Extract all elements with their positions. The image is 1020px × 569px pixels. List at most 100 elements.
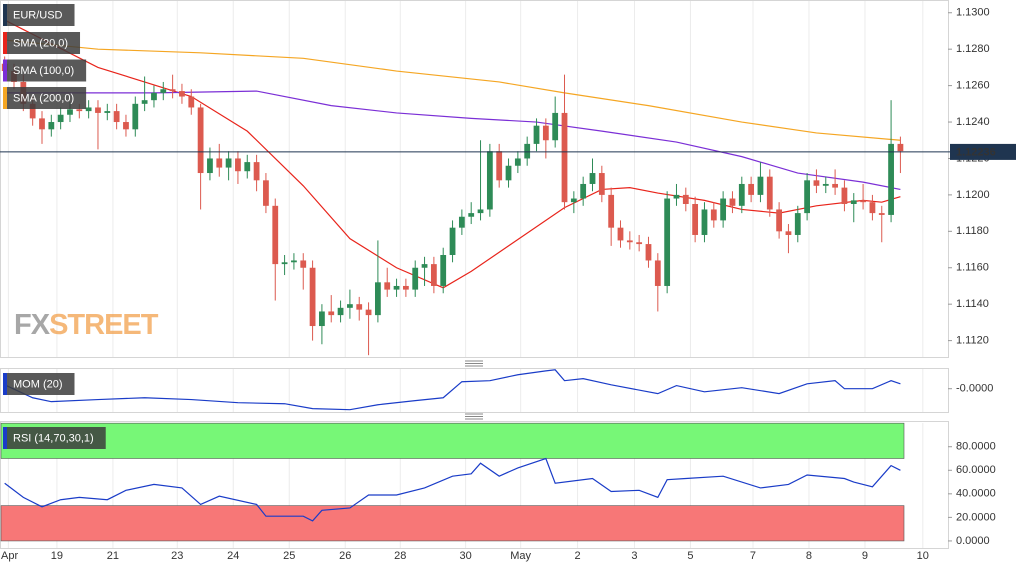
resize-handle[interactable] bbox=[465, 360, 483, 367]
indicator-line bbox=[4, 90, 901, 191]
candle-body bbox=[179, 91, 185, 97]
candle-body bbox=[822, 183, 829, 186]
y-tick-label: 40.0000 bbox=[956, 488, 996, 500]
legend-item: SMA (200,0) bbox=[3, 87, 87, 109]
candle-body bbox=[580, 183, 587, 199]
watermark-part: FX bbox=[14, 309, 51, 341]
candle-body bbox=[682, 194, 689, 204]
candle-body bbox=[76, 109, 83, 112]
resize-handle[interactable] bbox=[465, 413, 483, 420]
candle-body bbox=[95, 107, 101, 113]
candle-body bbox=[673, 194, 680, 199]
x-tick-label: 10 bbox=[917, 550, 929, 562]
candle-body bbox=[188, 96, 195, 108]
candle-body bbox=[132, 103, 139, 130]
y-tick-label: 80.0000 bbox=[956, 441, 996, 453]
candle-body bbox=[561, 112, 568, 203]
candle-body bbox=[720, 198, 727, 221]
legend-label: MOM (20) bbox=[13, 378, 63, 390]
legend-swatch bbox=[3, 32, 7, 54]
legend: EUR/USD SMA (20,0) SMA (100,0) SMA (200,0) bbox=[3, 4, 87, 109]
candle-body bbox=[598, 173, 605, 195]
candle-body bbox=[888, 143, 894, 215]
candle-body bbox=[841, 187, 848, 204]
candle-body bbox=[113, 111, 120, 123]
candle-body bbox=[216, 158, 223, 168]
y-tick-label: 1.1180 bbox=[956, 225, 989, 237]
candle-body bbox=[654, 260, 661, 286]
watermark: FXSTREET bbox=[14, 309, 159, 341]
candle-body bbox=[430, 264, 437, 286]
candle-body bbox=[766, 176, 773, 210]
candle-body bbox=[626, 240, 633, 243]
panel-1: -0.0000 MOM (20) bbox=[3, 369, 993, 411]
candle-body bbox=[263, 180, 269, 206]
legend-swatch bbox=[3, 4, 7, 26]
candle-body bbox=[141, 100, 148, 104]
y-tick-label: 60.0000 bbox=[956, 464, 996, 476]
legend-label: RSI (14,70,30,1) bbox=[13, 432, 94, 444]
legend-label: SMA (20,0) bbox=[13, 37, 68, 49]
legend: MOM (20) bbox=[3, 373, 75, 395]
y-tick-label: 1.1140 bbox=[956, 298, 989, 310]
candle-body bbox=[449, 227, 456, 255]
x-tick-label: Apr bbox=[1, 550, 18, 562]
candle-body bbox=[869, 202, 876, 214]
x-tick-label: 26 bbox=[339, 550, 351, 562]
candle-body bbox=[860, 200, 866, 203]
candle-body bbox=[440, 255, 447, 286]
legend-swatch bbox=[3, 87, 7, 109]
legend: RSI (14,70,30,1) bbox=[3, 427, 106, 449]
last-price-label: 1.12236 bbox=[956, 146, 996, 158]
x-tick-label: 2 bbox=[575, 550, 581, 562]
candle-body bbox=[701, 209, 708, 235]
candle-body bbox=[291, 260, 297, 263]
candle-body bbox=[85, 107, 92, 112]
candle-body bbox=[402, 285, 409, 290]
x-tick-label: 5 bbox=[687, 550, 693, 562]
candle-body bbox=[39, 118, 45, 130]
candle-body bbox=[636, 242, 643, 245]
candle-body bbox=[169, 89, 176, 92]
panel-frame bbox=[0, 0, 949, 358]
legend-label: EUR/USD bbox=[13, 9, 63, 21]
candle-body bbox=[29, 103, 36, 119]
x-tick-label: 19 bbox=[51, 550, 63, 562]
last-price-box bbox=[950, 143, 1016, 160]
candle-body bbox=[729, 198, 736, 206]
legend-box bbox=[3, 59, 87, 82]
panel-0: 1.11201.11401.11601.11801.12001.12201.12… bbox=[0, 4, 1016, 356]
candle-body bbox=[356, 304, 363, 310]
candle-body bbox=[496, 151, 503, 181]
y-tick-label: 0.0000 bbox=[956, 535, 990, 547]
legend-box bbox=[3, 427, 106, 449]
candle-body bbox=[533, 125, 540, 144]
y-tick-label: 1.1120 bbox=[956, 335, 989, 347]
y-tick-label: 1.1160 bbox=[956, 262, 989, 274]
x-tick-label: 24 bbox=[227, 550, 239, 562]
candle-body bbox=[832, 183, 838, 188]
indicator-line bbox=[4, 457, 901, 522]
candle-body bbox=[319, 311, 325, 327]
candle-body bbox=[776, 209, 783, 232]
candle-body bbox=[393, 285, 400, 290]
candle-body bbox=[160, 89, 167, 93]
candle-body bbox=[151, 92, 157, 101]
candle-body bbox=[365, 309, 372, 316]
x-tick-label: 25 bbox=[283, 550, 295, 562]
x-tick-label: 9 bbox=[862, 550, 868, 562]
candle-body bbox=[617, 227, 624, 241]
candle-body bbox=[197, 107, 204, 174]
candle-body bbox=[794, 213, 801, 235]
x-tick-label: 7 bbox=[750, 550, 756, 562]
candle-body bbox=[123, 122, 129, 130]
candle-body bbox=[514, 158, 521, 166]
candle-body bbox=[570, 198, 577, 203]
legend-box bbox=[3, 87, 87, 109]
candle-body bbox=[300, 260, 307, 268]
x-tick-label: 8 bbox=[806, 550, 812, 562]
candle-body bbox=[57, 114, 64, 123]
candle-body bbox=[458, 216, 465, 228]
